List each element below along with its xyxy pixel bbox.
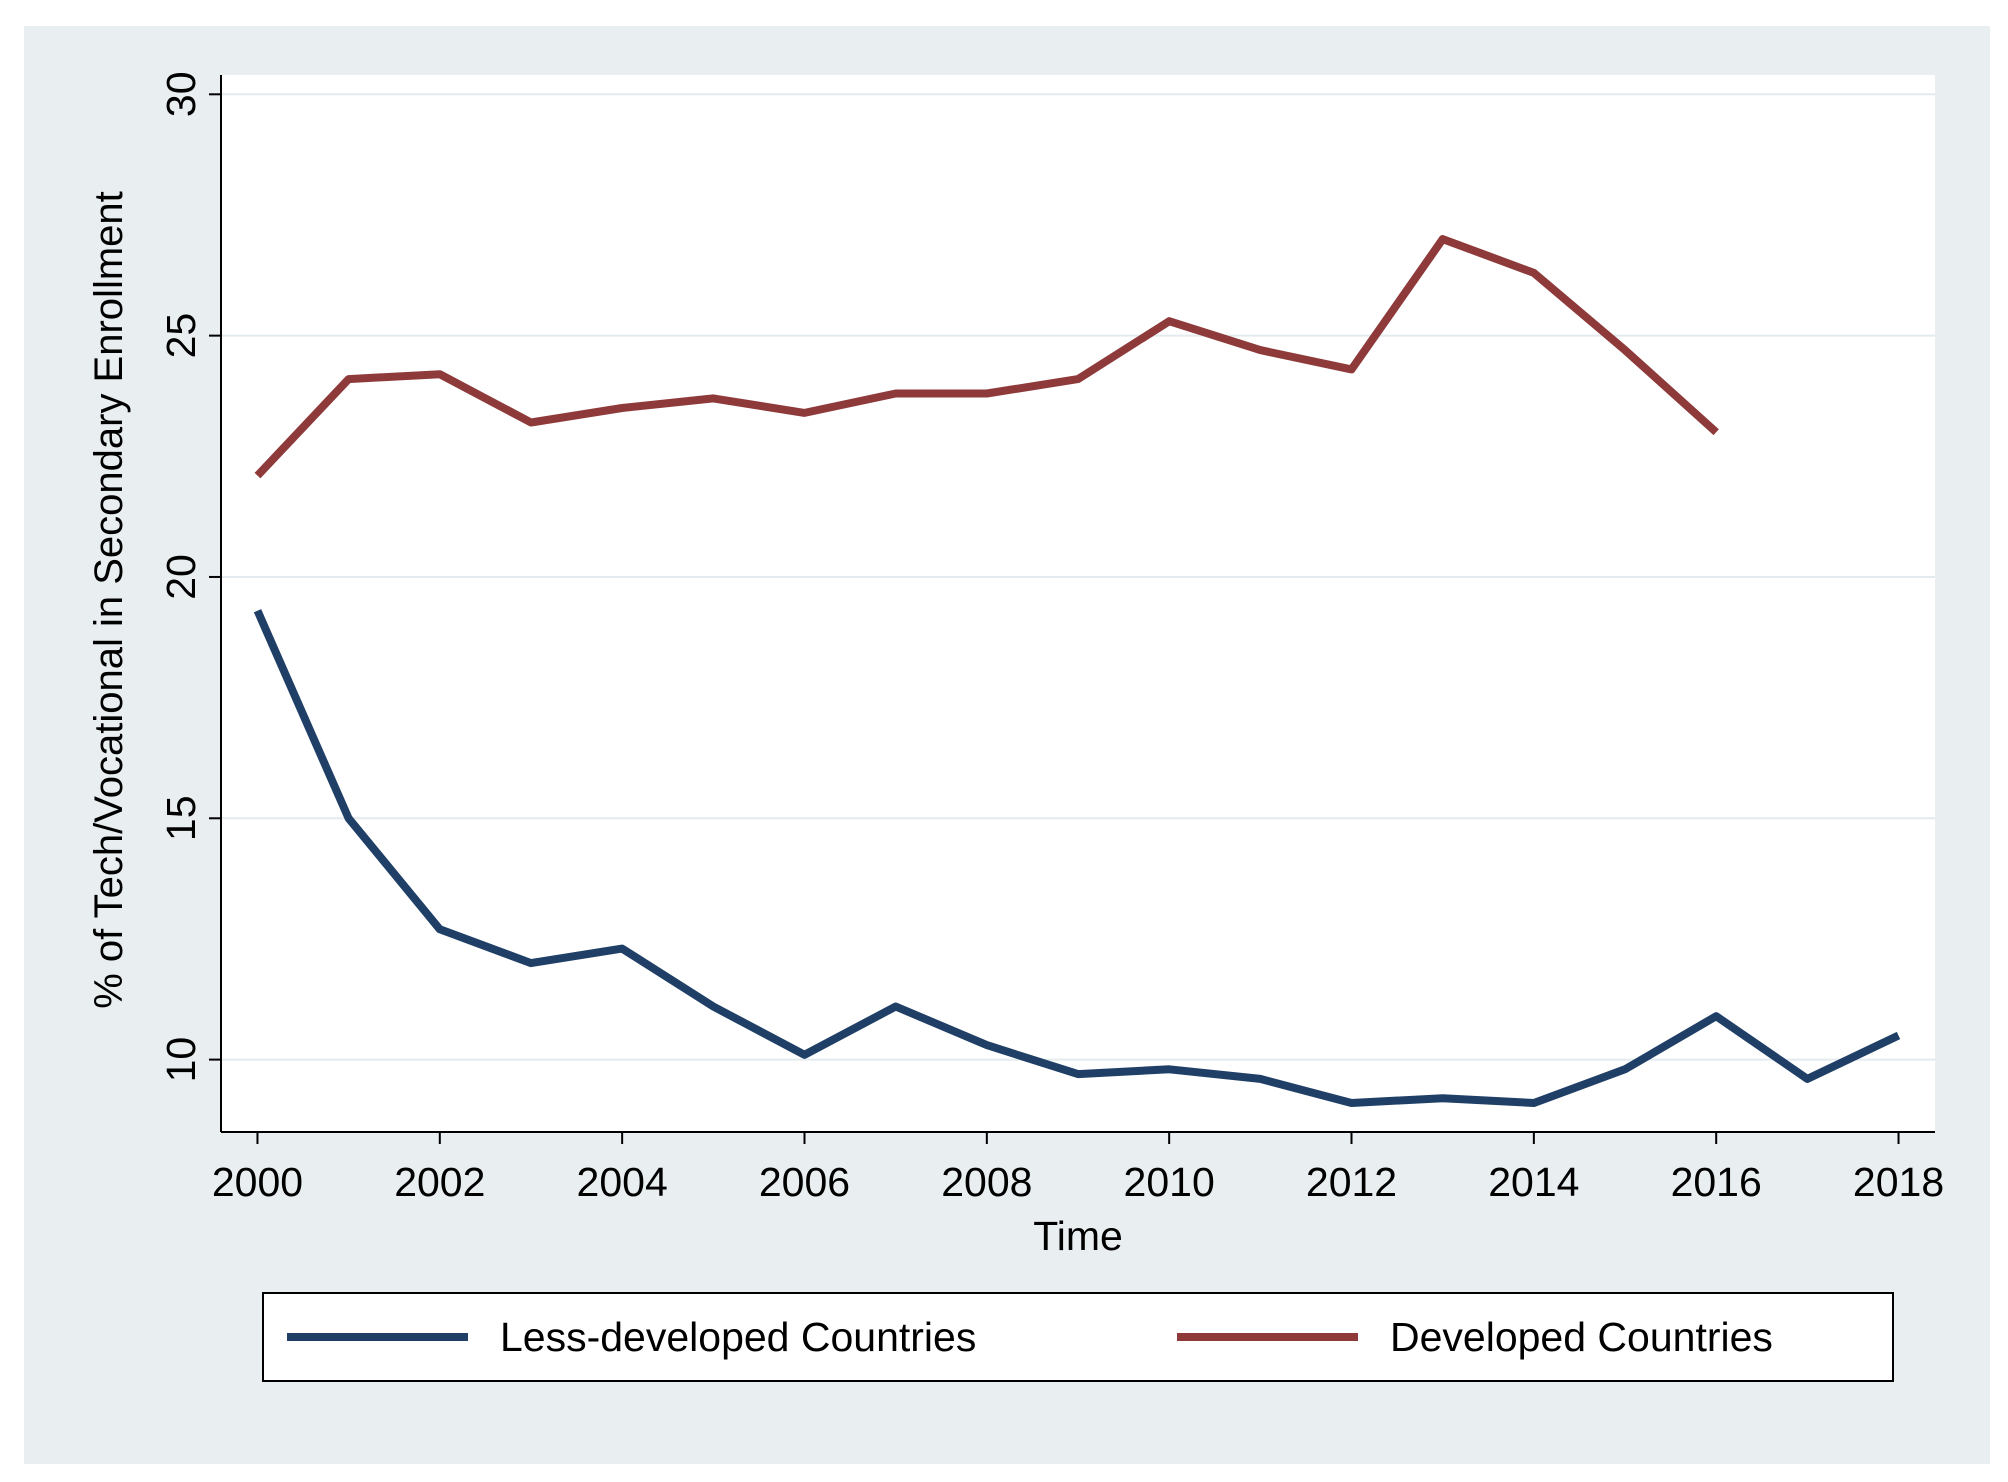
x-tick-label-2012: 2012 [1306, 1159, 1397, 1205]
y-axis-label: % of Tech/Vocational in Secondary Enroll… [87, 191, 131, 1009]
legend-label-less-developed-countries: Less-developed Countries [500, 1314, 976, 1360]
x-tick-label-2008: 2008 [941, 1159, 1032, 1205]
x-tick-label-2004: 2004 [577, 1159, 668, 1205]
x-tick-label-2006: 2006 [759, 1159, 850, 1205]
x-axis-label: Time [1033, 1213, 1123, 1259]
series-line-less-developed-countries [253, 609, 1901, 1107]
legend: Less-developed Countries Developed Countr… [262, 1292, 1894, 1382]
x-tick-label-2014: 2014 [1488, 1159, 1579, 1205]
series-line-developed-countries [254, 235, 1719, 479]
x-tick-label-2010: 2010 [1124, 1159, 1215, 1205]
x-tick-label-2016: 2016 [1671, 1159, 1762, 1205]
legend-box [262, 1292, 1894, 1382]
axes: 10 15 20 25 30 2000 2002 2004 2006 2008 2010 2012 20… [158, 72, 1944, 1205]
y-tick-label-15: 15 [158, 795, 204, 841]
legend-items: Less-developed Countries Developed Countr… [287, 1314, 1773, 1360]
x-tick-label-2000: 2000 [212, 1159, 303, 1205]
y-tick-label-20: 20 [158, 554, 204, 600]
x-tick-label-2018: 2018 [1853, 1159, 1944, 1205]
x-tick-label-2002: 2002 [394, 1159, 485, 1205]
y-tick-label-25: 25 [158, 313, 204, 359]
series-lines [253, 235, 1901, 1107]
legend-label-developed-countries: Developed Countries [1390, 1314, 1773, 1360]
y-tick-label-10: 10 [158, 1037, 204, 1083]
plot-area [221, 75, 1935, 1132]
y-tick-label-30: 30 [158, 72, 204, 118]
